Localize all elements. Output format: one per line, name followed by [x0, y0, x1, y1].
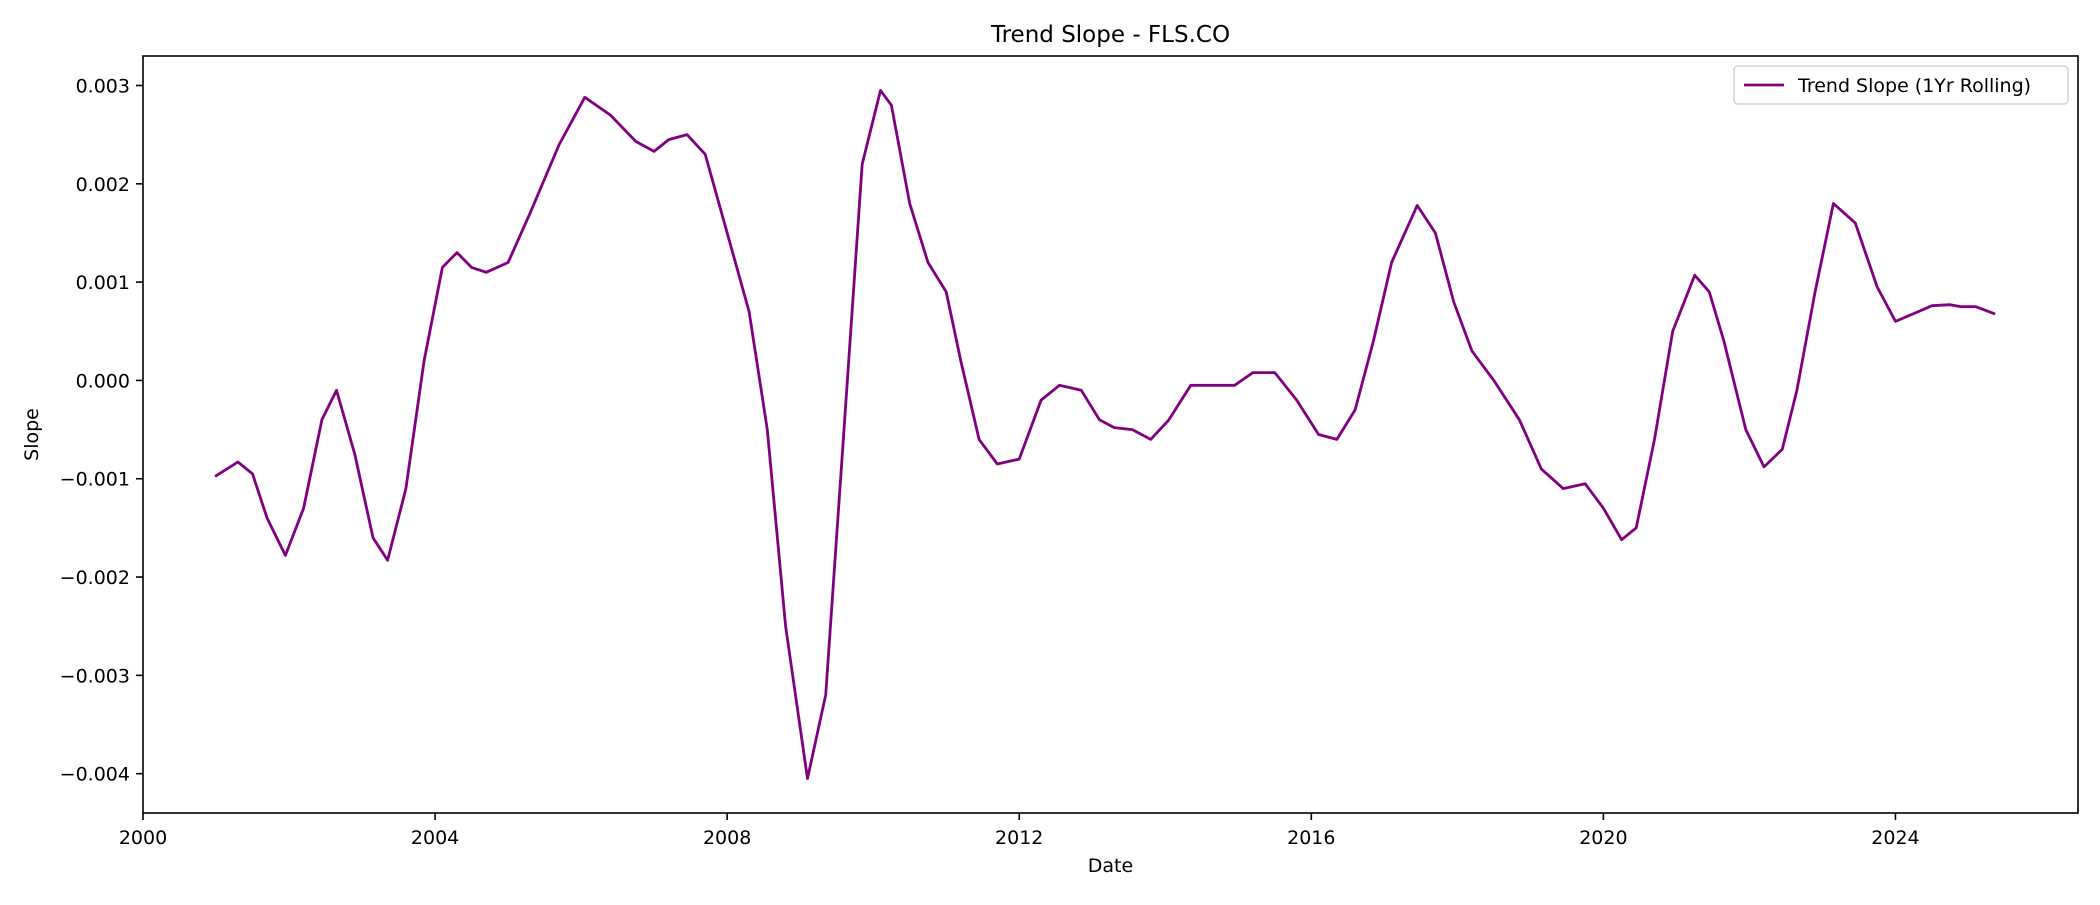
y-tick-label: −0.004 [60, 764, 130, 786]
y-tick-label: 0.000 [76, 370, 130, 392]
y-tick-label: −0.001 [60, 469, 130, 491]
y-tick-label: −0.003 [60, 665, 130, 687]
y-tick-label: 0.003 [76, 75, 130, 97]
y-axis-label: Slope [21, 408, 43, 461]
plot-frame [142, 55, 2079, 814]
y-tick-label: 0.002 [76, 174, 130, 196]
legend-label: Trend Slope (1Yr Rolling) [1797, 75, 2031, 97]
y-axis: −0.004 −0.003 −0.002 −0.001 0.000 0.001 0.002 0… [60, 75, 143, 786]
x-tick-label: 2016 [1287, 827, 1335, 849]
legend-box [1733, 65, 2069, 105]
series-line-0 [214, 89, 1996, 780]
x-tick-label: 2008 [703, 827, 751, 849]
x-axis: 2000 2004 2008 2012 2016 2020 2024 [119, 813, 1920, 849]
y-tick-label: 0.001 [76, 272, 130, 294]
chart-title: Trend Slope - FLS.CO [990, 22, 1230, 48]
x-tick-label: 2020 [1579, 827, 1627, 849]
x-tick-label: 2024 [1871, 827, 1919, 849]
legend: Trend Slope (1Yr Rolling) [1733, 65, 2069, 105]
x-tick-label: 2012 [995, 827, 1043, 849]
x-axis-label: Date [1088, 855, 1133, 877]
plot-area [142, 55, 2079, 814]
x-tick-label: 2004 [411, 827, 459, 849]
x-tick-label: 2000 [119, 827, 167, 849]
y-tick-label: −0.002 [60, 567, 130, 589]
